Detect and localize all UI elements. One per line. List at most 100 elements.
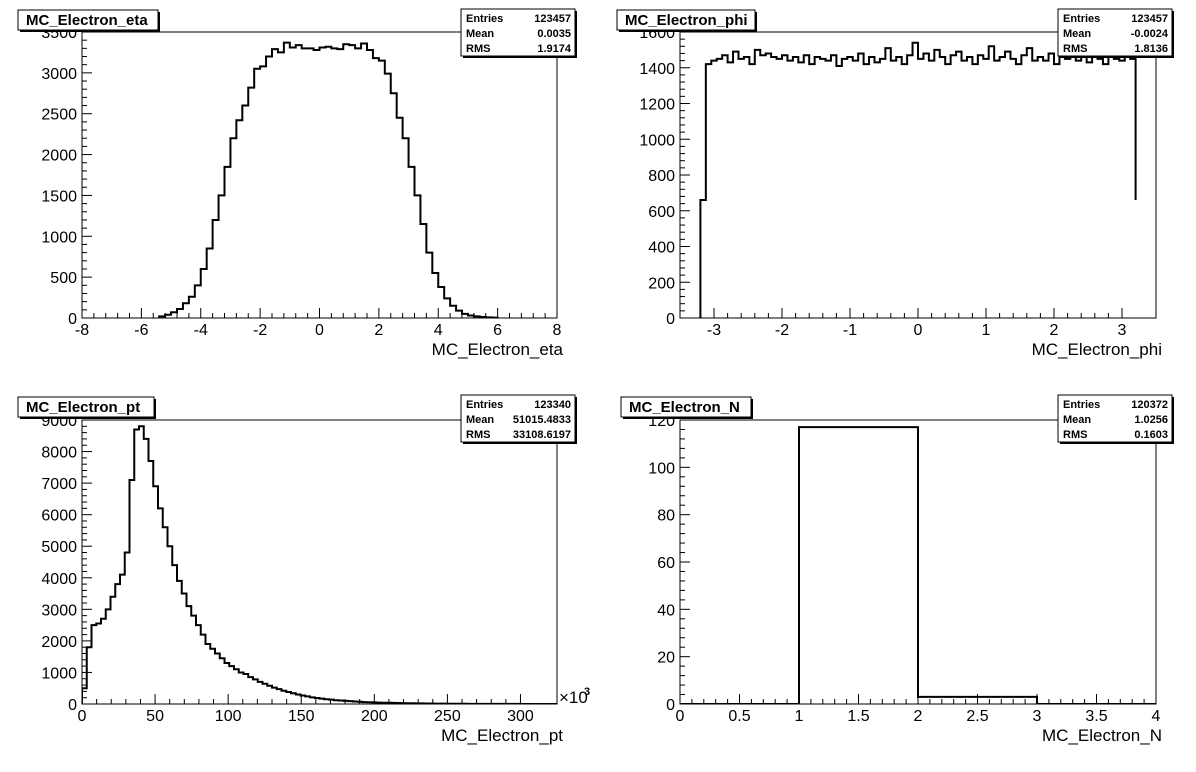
histogram-bin <box>206 644 211 704</box>
plot-title: MC_Electron_pt <box>26 399 140 416</box>
histogram-bin <box>191 616 196 704</box>
y-tick-label: 60 <box>657 555 675 572</box>
histogram-bin <box>929 61 934 318</box>
histogram-bin <box>254 69 260 318</box>
x-axis-multiplier-exponent: 3 <box>584 686 590 698</box>
histogram-bin <box>187 606 192 704</box>
histogram-line <box>82 425 557 704</box>
histogram-bin <box>248 677 253 704</box>
stats-label-mean: Mean <box>1063 28 1091 40</box>
histogram-bin <box>1005 52 1010 318</box>
x-axis-multiplier: ×10 <box>559 688 588 707</box>
x-tick-label: 0 <box>676 708 685 725</box>
histogram-bin <box>163 527 168 704</box>
histogram-bin <box>337 49 343 318</box>
histogram-bin <box>717 59 722 318</box>
x-axis-label: MC_Electron_pt <box>441 726 563 745</box>
y-tick-label: 7000 <box>41 476 77 493</box>
histogram-bin <box>320 48 326 318</box>
plot-title: MC_Electron_phi <box>625 12 748 29</box>
title-box-frame <box>616 9 756 31</box>
title-box-frame <box>620 396 752 418</box>
histogram-bin <box>962 61 967 318</box>
x-tick-label: 0 <box>78 708 87 725</box>
plot-title: MC_Electron_N <box>629 399 740 416</box>
y-tick-label: 2500 <box>41 107 77 124</box>
histogram-bin <box>1076 61 1081 318</box>
stats-box: Entries 123457 Mean -0.0024 RMS 1.8136 <box>1057 8 1174 58</box>
histogram-bin <box>711 61 716 318</box>
histogram-bin <box>787 61 792 318</box>
histogram-bin <box>139 426 144 704</box>
histogram-bin <box>210 649 215 704</box>
stats-label-entries: Entries <box>1063 13 1100 25</box>
histogram-bin <box>343 44 349 318</box>
histogram-bin <box>820 59 825 318</box>
x-axis-label: MC_Electron_phi <box>1032 340 1162 359</box>
histogram-bin <box>258 682 263 704</box>
histogram-bin <box>760 55 765 318</box>
histogram-bin <box>1038 57 1043 318</box>
histogram-bin <box>728 62 733 318</box>
histogram-bin <box>101 619 106 704</box>
y-tick-label: 0 <box>666 697 675 714</box>
histogram-bin <box>967 57 972 318</box>
histogram-bin <box>153 486 158 704</box>
stats-value-rms: 0.1603 <box>1134 429 1168 441</box>
histogram-bins <box>159 43 497 318</box>
title-box: MC_Electron_phi <box>616 9 757 32</box>
histogram-bin <box>234 669 239 704</box>
histogram-bin <box>1000 57 1005 318</box>
histogram-bin <box>373 58 379 318</box>
stats-value-mean: -0.0024 <box>1131 28 1169 40</box>
histogram-bin <box>177 581 182 704</box>
histogram-bin <box>158 508 163 704</box>
histogram-line <box>680 426 1156 704</box>
title-box-frame <box>17 9 159 31</box>
histogram-bin <box>799 427 918 704</box>
title-box: MC_Electron_eta <box>17 9 160 32</box>
y-tick-label: 40 <box>657 602 675 619</box>
x-tick-label: 3.5 <box>1085 708 1107 725</box>
histogram-bin <box>864 64 869 318</box>
histogram-bin <box>120 575 125 704</box>
histogram-bin <box>831 55 836 318</box>
histogram-bin <box>766 53 771 318</box>
x-tick-label: 2 <box>374 322 383 339</box>
x-tick-label: -6 <box>134 322 148 339</box>
x-tick-label: 1 <box>795 708 804 725</box>
histogram-bin <box>96 624 101 704</box>
histogram-bin <box>263 684 268 704</box>
y-tick-label: 6000 <box>41 508 77 525</box>
histogram-bin <box>111 597 116 704</box>
histogram-bin <box>994 61 999 318</box>
histogram-bin <box>793 57 798 318</box>
histogram-bin <box>172 565 177 704</box>
y-tick-label: 3000 <box>41 66 77 83</box>
histogram-bin <box>907 55 912 318</box>
y-tick-label: 1200 <box>639 97 675 114</box>
y-tick-label: 600 <box>648 204 675 221</box>
histogram-bin <box>1092 53 1097 318</box>
histogram-bin <box>361 43 367 318</box>
histogram-bin <box>771 57 776 318</box>
histogram-bin <box>367 50 373 318</box>
histogram-bin <box>902 64 907 318</box>
histogram-bin <box>144 439 149 704</box>
y-tick-label: 500 <box>50 270 77 287</box>
stats-label-mean: Mean <box>466 28 494 40</box>
histogram-bin <box>242 106 248 318</box>
histogram-bin <box>236 120 242 318</box>
stats-box-frame <box>460 8 576 57</box>
y-tick-label: 1000 <box>639 132 675 149</box>
histogram-bin <box>397 118 403 318</box>
x-tick-label: 250 <box>434 708 461 725</box>
histogram-bin <box>826 61 831 318</box>
stats-value-rms: 33108.6197 <box>513 429 571 441</box>
plot-frame <box>81 419 558 705</box>
histogram-bin <box>182 594 187 704</box>
stats-value-entries: 120372 <box>1131 399 1168 411</box>
stats-label-rms: RMS <box>466 429 490 441</box>
stats-label-mean: Mean <box>466 414 494 426</box>
histogram-bin <box>744 57 749 318</box>
